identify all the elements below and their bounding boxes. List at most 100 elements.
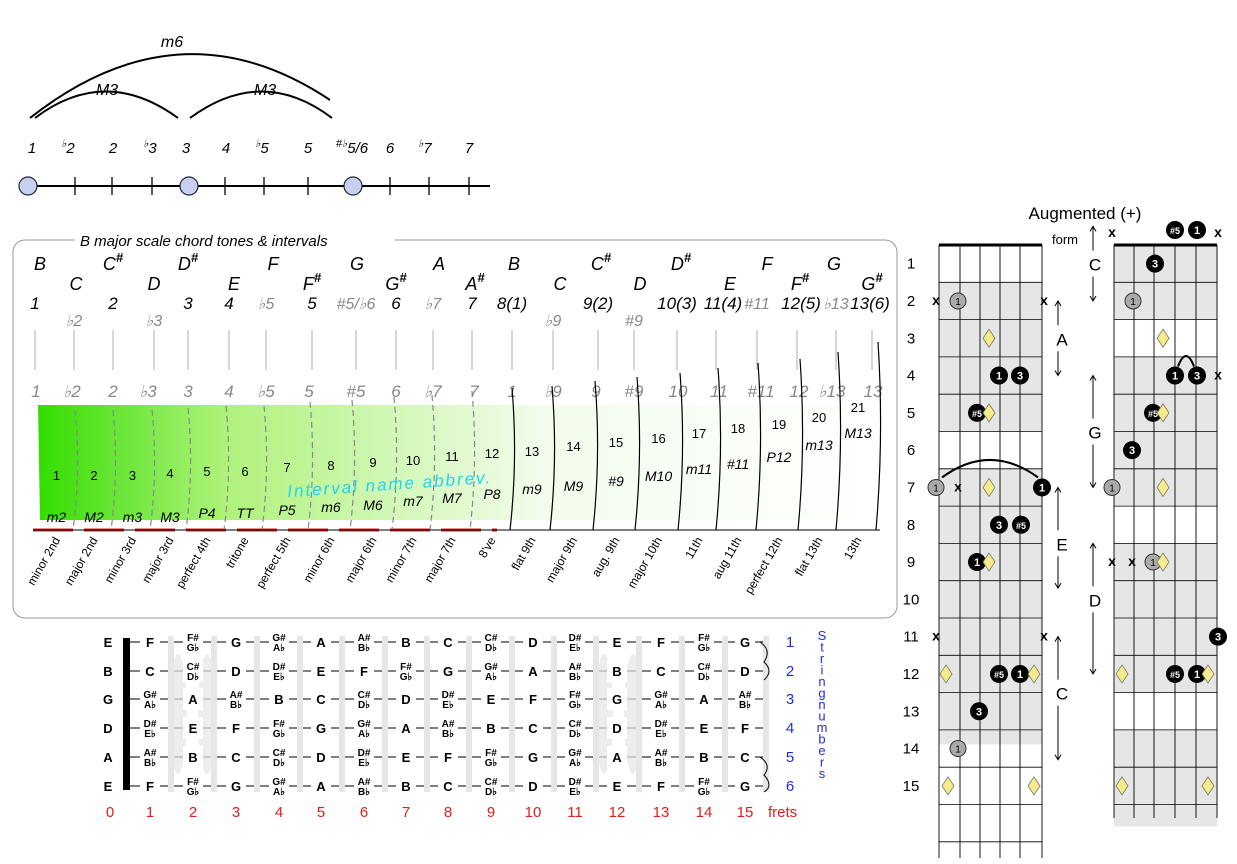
interval-abbrev-1: m2	[47, 509, 67, 525]
note-bg-s6-f6	[354, 775, 374, 797]
mute-l1: x	[932, 292, 940, 308]
note-name-14: C	[554, 274, 568, 294]
note-bg-s6-f12	[607, 775, 627, 797]
form-right-G: G	[1088, 424, 1101, 443]
dot-r9-text: #5	[1170, 670, 1180, 680]
open-string-3: G	[103, 692, 113, 707]
note-name-20: F#	[791, 270, 810, 294]
dot-r2-text: 1	[1194, 225, 1200, 237]
note-bg-s6-f9	[481, 775, 501, 797]
note-sharp-s6-f14: F#	[698, 777, 710, 788]
note-sharp-s3-f11: F#	[569, 690, 581, 701]
interval-divider-13	[549, 385, 556, 531]
fret-number-4: 4	[275, 804, 283, 821]
ring-l3-text: 1	[955, 745, 961, 756]
note-bg-s3-f5	[311, 688, 331, 710]
semitone-count-20: 20	[812, 410, 826, 425]
form-left-arrow-down-2-head	[1054, 582, 1062, 590]
dot-r5-text: 3	[1194, 371, 1200, 383]
dia-l5	[939, 664, 953, 684]
note-sharp-s3-f8: D#	[442, 690, 455, 701]
interval-divider-3	[149, 409, 156, 531]
note-letter-11: A	[432, 254, 445, 274]
note-bg-s6-f8	[438, 775, 458, 797]
note-bg-s2-f14	[694, 660, 714, 682]
lower-degree-9: #5	[347, 382, 366, 401]
note-flat-s2-f9: A♭	[485, 672, 497, 683]
note-bg-s5-f2	[183, 746, 203, 768]
ruler-degree-10: 6	[386, 140, 395, 157]
note-s2-f13: C	[656, 664, 666, 679]
note-s1-f12: E	[613, 635, 622, 650]
chord-tone-1: 1	[30, 294, 39, 313]
note-bg-s5-f5	[311, 746, 331, 768]
note-flat-s6-f11: E♭	[569, 787, 581, 798]
note-s4-f3: F	[232, 721, 240, 736]
dia-l4	[982, 552, 996, 572]
dot-r5	[1188, 366, 1206, 385]
lower-degree-6: 4	[224, 382, 233, 401]
note-sharp-s1-f11: D#	[569, 633, 582, 644]
note-flat-s2-f4: E♭	[273, 672, 285, 683]
chord-tone-3: 2	[107, 294, 118, 313]
note-s6-f15: G	[740, 779, 750, 794]
note-bg-s3-f8	[438, 688, 458, 710]
note-bg-s6-f15	[735, 775, 755, 797]
dot-r3-text: 3	[1152, 259, 1158, 271]
arc-m6	[29, 53, 331, 119]
chord-fret-label-1: 1	[907, 256, 915, 273]
note-bg-s2-f15	[735, 660, 755, 682]
note-bg-s6-f7	[396, 775, 416, 797]
note-bg-s1-f3	[226, 631, 246, 653]
note-name-12: A#	[464, 270, 485, 294]
fret-number-2: 2	[189, 804, 197, 821]
dot-r10	[1188, 664, 1206, 683]
gradient-band	[38, 405, 880, 520]
ruler-degree-6: 4	[222, 140, 230, 157]
note-name-17: D#	[671, 250, 692, 274]
string-label-char-10: b	[818, 732, 825, 747]
note-bg-s4-f5	[311, 717, 331, 739]
interval-divider-9	[391, 396, 398, 531]
lower-degree-7: ♭5	[257, 382, 275, 401]
fret-wire-6	[382, 636, 388, 792]
chord-fret-label-8: 8	[907, 517, 915, 534]
interval-divider-18	[755, 362, 762, 531]
note-flat-s6-f4: A♭	[273, 787, 285, 798]
lower-degree-20: 12	[790, 382, 809, 401]
note-bg-s4-f3	[226, 717, 246, 739]
ruler-degree-value-10: 6	[386, 140, 395, 157]
dia-l7	[941, 776, 955, 796]
note-bg-s2-f4	[269, 660, 289, 682]
fret-number-9: 9	[487, 804, 495, 821]
note-letter-8: F	[303, 274, 315, 294]
note-flat-s3-f15: B♭	[739, 700, 751, 711]
note-accidental-12: #	[477, 270, 485, 285]
note-s5-f5: D	[316, 750, 325, 765]
note-flat-s3-f11: G♭	[569, 700, 582, 711]
note-bg-s1-f13	[651, 631, 671, 653]
note-bg-s4-f11	[565, 717, 585, 739]
chord-fret-label-15: 15	[903, 778, 920, 795]
fret-shade-4	[624, 654, 642, 774]
note-name-3: C#	[103, 250, 124, 274]
note-accidental-15: #	[604, 250, 612, 265]
semitone-count-6: 6	[241, 464, 248, 479]
arc-m3-right	[189, 90, 333, 119]
note-flat-s1-f2: G♭	[187, 643, 200, 654]
note-bg-s4-f14	[694, 717, 714, 739]
chord-tone-20: 12(5)	[781, 294, 821, 313]
note-bg-s6-f3	[226, 775, 246, 797]
ring-r1-text: 1	[1130, 297, 1136, 308]
lower-degree-21: ♭13	[819, 382, 846, 401]
ruler-degree-value-4: 3	[148, 140, 157, 157]
note-sharp-s5-f9: F#	[485, 748, 497, 759]
note-name-16: D	[634, 274, 647, 294]
note-s3-f2: A	[188, 692, 198, 707]
note-flat-s6-f9: D♭	[485, 787, 497, 798]
mute-l3: x	[954, 478, 962, 494]
note-name-21: G	[827, 254, 841, 274]
note-s2-f6: F	[360, 664, 368, 679]
